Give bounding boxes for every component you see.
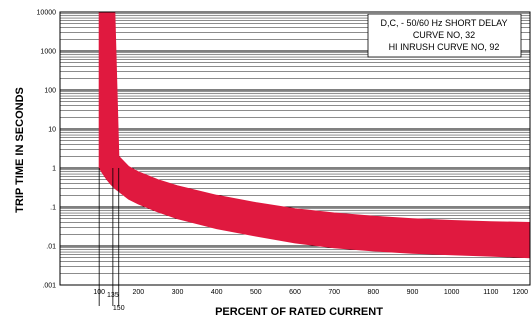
x-tick-label: 700 <box>328 289 340 296</box>
y-tick-label: 10000 <box>37 10 57 17</box>
y-axis-title: TRIP TIME IN SECONDS <box>14 87 26 213</box>
annotation-box: D,C, - 50/60 Hz SHORT DELAY CURVE NO, 32… <box>367 13 522 58</box>
annotation-line-1: D,C, - 50/60 Hz SHORT DELAY <box>380 18 507 28</box>
x-tick-label: 1000 <box>444 289 460 296</box>
x-tick-label: 900 <box>407 289 419 296</box>
reference-lines <box>98 168 120 306</box>
y-tick-label: 1000 <box>40 49 56 56</box>
x-tick-label: 100 <box>93 289 105 296</box>
x-extra-tick-label: 135 <box>107 292 119 299</box>
x-extra-tick-label: 150 <box>113 305 125 312</box>
y-tick-labels: .001 .01 .1 1 10 100 1000 10000 <box>37 10 57 290</box>
x-tick-labels: 100 200 300 400 500 600 700 800 900 1000 1100 1200 1… <box>93 289 528 312</box>
x-tick-label: 1200 <box>512 289 528 296</box>
x-tick-label: 600 <box>289 289 301 296</box>
y-tick-label: .001 <box>42 283 56 290</box>
x-tick-label: 400 <box>211 289 223 296</box>
x-axis-title: PERCENT OF RATED CURRENT <box>215 306 383 318</box>
x-tick-label: 200 <box>132 289 144 296</box>
x-tick-label: 500 <box>250 289 262 296</box>
y-tick-label: .01 <box>46 244 56 251</box>
y-tick-label: 1 <box>52 166 56 173</box>
annotation-line-2: CURVE NO, 32 <box>413 30 475 40</box>
x-tick-label: 800 <box>367 289 379 296</box>
annotation-line-3: HI INRUSH CURVE NO, 92 <box>389 42 500 52</box>
x-tick-label: 1100 <box>483 289 498 296</box>
y-tick-label: 10 <box>48 127 56 134</box>
y-tick-label: 100 <box>44 88 56 95</box>
y-tick-label: .1 <box>50 205 56 212</box>
plot-frame <box>59 11 531 286</box>
x-tick-label: 300 <box>172 289 184 296</box>
